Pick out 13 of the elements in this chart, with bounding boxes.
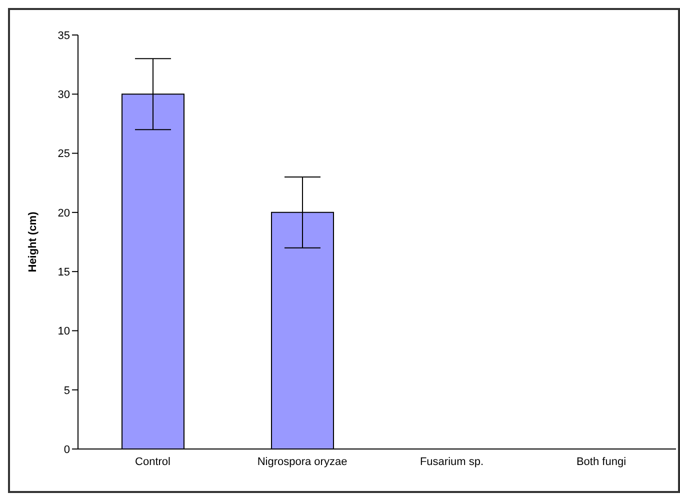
- y-tick-label: 25: [58, 148, 70, 160]
- y-tick-label: 15: [58, 266, 70, 278]
- x-tick-label: Nigrospora oryzae: [257, 456, 348, 468]
- x-tick-label: Both fungi: [576, 456, 626, 468]
- y-tick-label: 20: [58, 207, 70, 220]
- y-tick-label: 0: [64, 444, 70, 456]
- y-axis-title: Height (cm): [26, 211, 39, 272]
- y-tick-label: 30: [58, 89, 70, 102]
- y-tick-label: 10: [58, 326, 70, 338]
- x-tick-label: Fusarium sp.: [420, 456, 484, 468]
- y-tick-label: 5: [64, 384, 70, 397]
- x-tick-label: Control: [135, 456, 170, 468]
- y-tick-label: 35: [58, 30, 70, 42]
